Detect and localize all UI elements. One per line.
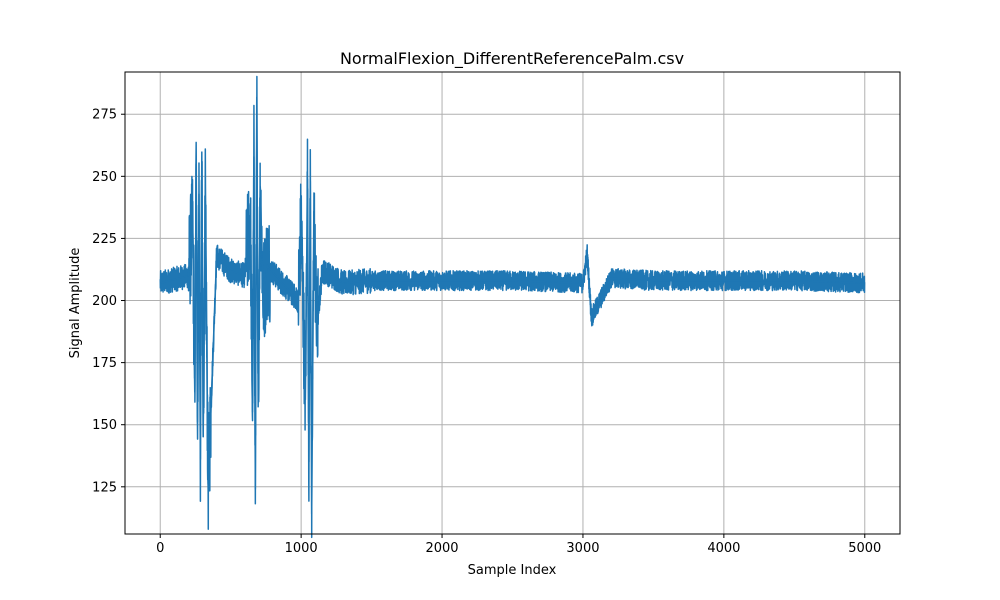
y-axis-label: Signal Amplitude	[68, 248, 83, 359]
x-tick-label: 2000	[425, 541, 458, 556]
plot-frame	[124, 71, 901, 535]
y-tick-label: 200	[92, 294, 117, 309]
y-tick-label: 275	[92, 108, 117, 123]
chart-title: NormalFlexion_DifferentReferencePalm.csv	[340, 49, 684, 69]
x-tick-label: 3000	[566, 541, 599, 556]
x-tick-label: 4000	[707, 541, 740, 556]
y-tick-label: 125	[92, 480, 117, 495]
y-tick-label: 250	[92, 170, 117, 185]
y-tick-label: 150	[92, 418, 117, 433]
x-tick-label: 1000	[285, 541, 318, 556]
y-tick-label: 225	[92, 232, 117, 247]
x-tick-label: 5000	[848, 541, 881, 556]
x-tick-label: 0	[156, 541, 164, 556]
x-axis-label: Sample Index	[468, 563, 557, 578]
series-peak-line	[160, 96, 865, 515]
series-line	[159, 75, 866, 539]
series-layer	[159, 75, 866, 539]
axis-ticks: 0 1000 2000 3000 4000 5000 125 150 175 200 225 250 2…	[92, 108, 881, 556]
y-tick-label: 175	[92, 356, 117, 371]
